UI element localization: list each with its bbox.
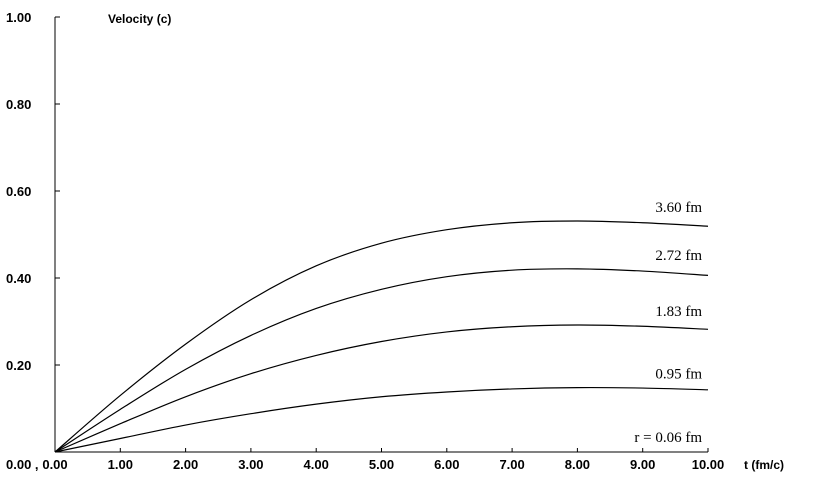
series-label: 1.83 fm xyxy=(655,304,702,320)
y-tick-label: 0.80 xyxy=(6,97,31,112)
y-tick-label: 1.00 xyxy=(6,10,31,25)
y-tick-label: 0.20 xyxy=(6,358,31,373)
series-label: 3.60 fm xyxy=(655,200,702,216)
series-line xyxy=(54,220,709,453)
x-axis-label: t (fm/c) xyxy=(744,458,784,472)
x-ticks: 0.00 1.00 2.00 3.00 4.00 5.00 6.00 7.00 8.00 9.00… xyxy=(42,448,724,472)
y-tick-label: 0.40 xyxy=(6,271,31,286)
series-line xyxy=(54,268,709,453)
series-label: r = 0.06 fm xyxy=(634,430,702,446)
x-tick-label: 9.00 xyxy=(630,457,655,472)
series-label: 2.72 fm xyxy=(655,248,702,264)
x-tick-label: 4.00 xyxy=(304,457,329,472)
x-tick-label: 10.00 xyxy=(692,457,725,472)
curve-labels: r = 0.06 fm 0.95 fm 1.83 fm 2.72 fm 3.60 fm xyxy=(634,200,702,446)
x-tick-label: 6.00 xyxy=(434,457,459,472)
x-tick-label: 1.00 xyxy=(108,457,133,472)
x-tick-label: 2.00 xyxy=(173,457,198,472)
y-axis-label: Velocity (c) xyxy=(108,12,171,26)
x-tick-label: 5.00 xyxy=(369,457,394,472)
y-ticks: 1.00 0.80 0.60 0.40 0.20 xyxy=(6,10,60,373)
series-label: 0.95 fm xyxy=(655,367,702,383)
curves xyxy=(54,220,709,453)
origin-label: 0.00 , xyxy=(6,457,39,472)
x-tick-label: 3.00 xyxy=(238,457,263,472)
x-tick-label: 7.00 xyxy=(499,457,524,472)
x-tick-label: 0.00 xyxy=(42,457,67,472)
y-tick-label: 0.60 xyxy=(6,184,31,199)
series-line xyxy=(54,324,709,453)
x-tick-label: 8.00 xyxy=(565,457,590,472)
series-line xyxy=(54,386,709,453)
